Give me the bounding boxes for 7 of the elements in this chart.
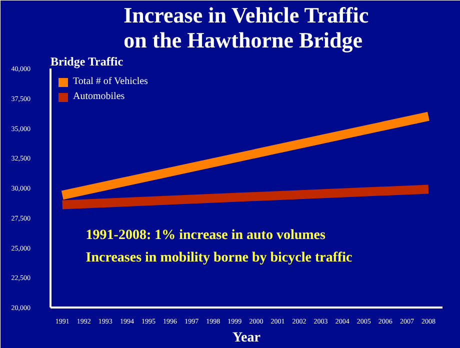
chart-title: Increase in Vehicle Traffic on the Hawthorne Bridge (124, 2, 369, 52)
annotation: Increases in mobility borne by bicycle traffic (86, 250, 352, 266)
annotation: 1991-2008: 1% increase in auto volumes (86, 228, 326, 243)
legend-label: Total # of Vehicles (73, 76, 148, 87)
legend-label: Automobiles (73, 91, 125, 102)
x-axis-title: Year (232, 330, 261, 346)
y-axis-title: Bridge Traffic (50, 54, 124, 68)
